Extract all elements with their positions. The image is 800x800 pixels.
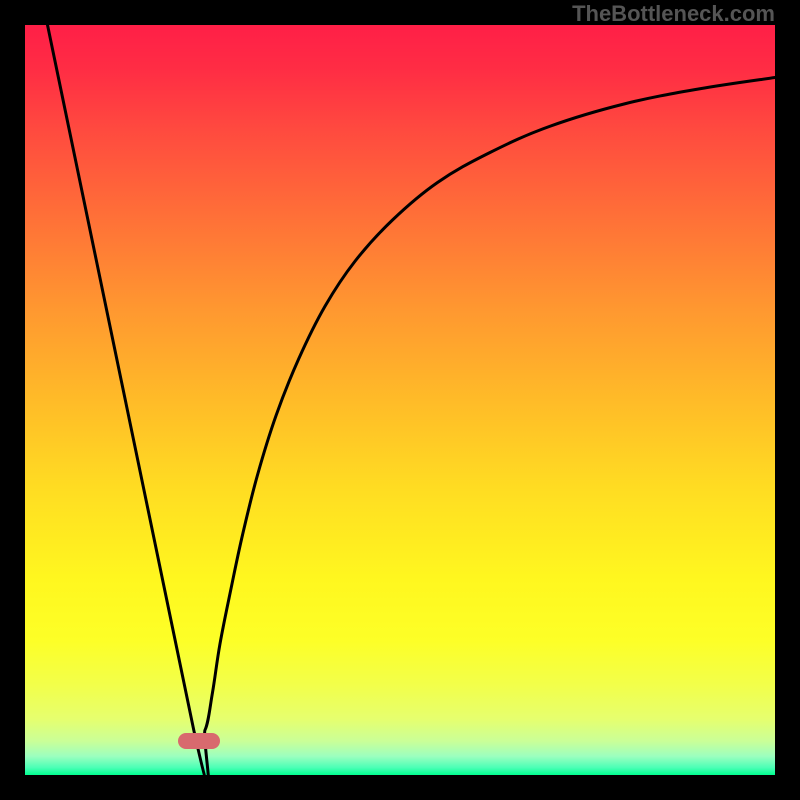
plot-area: [25, 25, 775, 775]
watermark-text: TheBottleneck.com: [572, 1, 775, 27]
chart-curve: [25, 25, 775, 775]
optimal-marker: [178, 733, 220, 749]
chart-container: TheBottleneck.com: [0, 0, 800, 800]
